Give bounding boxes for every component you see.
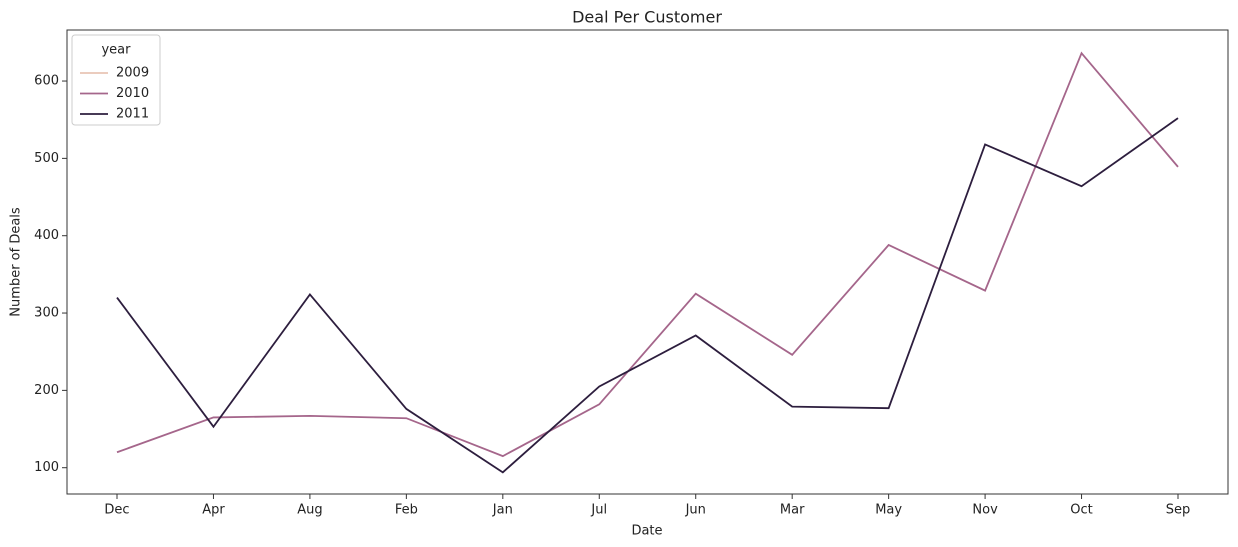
x-tick-label: Jun xyxy=(685,503,706,518)
legend-label: 2011 xyxy=(116,107,149,122)
legend-title: year xyxy=(101,43,131,58)
y-tick-label: 600 xyxy=(34,74,59,89)
y-tick-label: 200 xyxy=(34,383,59,398)
y-tick-label: 100 xyxy=(34,460,59,475)
x-tick-label: Mar xyxy=(780,503,805,518)
y-axis-label: Number of Deals xyxy=(9,207,24,317)
legend-box xyxy=(71,34,161,126)
x-tick-label: Aug xyxy=(297,503,322,518)
x-tick-label: Apr xyxy=(202,503,225,518)
line-series xyxy=(116,51,1179,458)
x-tick-label: Jan xyxy=(492,503,513,518)
x-tick-label: Oct xyxy=(1070,503,1092,518)
x-axis-label: Date xyxy=(631,524,662,539)
legend-label: 2010 xyxy=(116,86,149,101)
y-tick-label: 300 xyxy=(34,306,59,321)
line-series xyxy=(116,117,1179,474)
plot-frame xyxy=(66,29,1229,495)
x-tick-label: Nov xyxy=(972,503,998,518)
x-tick-label: May xyxy=(875,503,902,518)
x-tick-label: Dec xyxy=(104,503,129,518)
legend-label: 2009 xyxy=(116,66,149,81)
x-tick-label: Sep xyxy=(1166,503,1191,518)
y-tick-label: 400 xyxy=(34,228,59,243)
x-tick-label: Feb xyxy=(395,503,418,518)
y-tick-label: 500 xyxy=(34,151,59,166)
chart-title: Deal Per Customer xyxy=(572,8,722,27)
x-tick-label: Jul xyxy=(590,503,607,518)
